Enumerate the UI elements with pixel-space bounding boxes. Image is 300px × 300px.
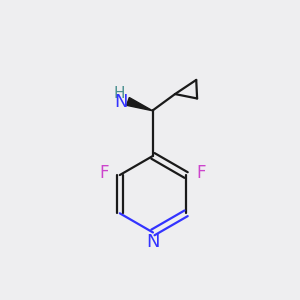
Text: F: F bbox=[100, 164, 109, 182]
Text: N: N bbox=[115, 93, 128, 111]
Polygon shape bbox=[127, 98, 153, 111]
Text: H: H bbox=[114, 86, 125, 101]
Text: F: F bbox=[197, 164, 206, 182]
Text: N: N bbox=[146, 233, 160, 251]
